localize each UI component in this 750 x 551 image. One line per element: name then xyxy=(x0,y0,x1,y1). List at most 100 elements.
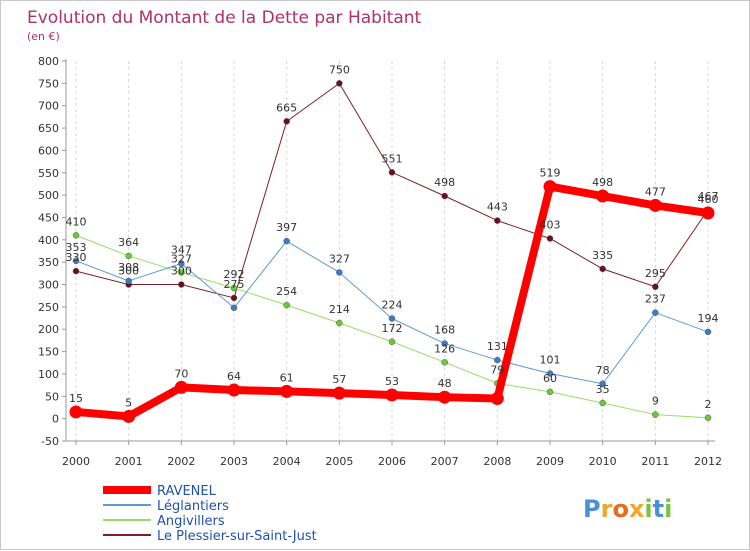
data-point xyxy=(178,269,185,276)
data-label: 519 xyxy=(540,167,561,180)
data-point xyxy=(441,340,448,347)
data-point xyxy=(174,380,188,394)
data-point xyxy=(441,192,448,200)
data-point xyxy=(490,392,504,406)
y-tick-label: 100 xyxy=(38,368,59,381)
x-tick-label: 2005 xyxy=(325,455,353,468)
data-label: 330 xyxy=(66,251,87,264)
data-label: 2 xyxy=(705,398,712,411)
series xyxy=(69,80,715,423)
data-label: 224 xyxy=(382,299,403,312)
data-label: 5 xyxy=(125,396,132,409)
data-label: 237 xyxy=(645,293,666,306)
data-label: 551 xyxy=(382,152,403,165)
data-point xyxy=(388,169,396,176)
data-point xyxy=(701,206,715,220)
data-label: 327 xyxy=(329,252,350,265)
logo-letter: i xyxy=(644,495,652,523)
data-label: 750 xyxy=(329,63,350,76)
data-label: 254 xyxy=(276,285,297,298)
y-tick-label: 200 xyxy=(38,323,59,336)
data-point xyxy=(546,388,554,396)
y-tick-label: 350 xyxy=(38,256,59,269)
logo-letter: i xyxy=(664,495,672,523)
data-point xyxy=(332,386,346,400)
x-tick-label: 2008 xyxy=(483,455,511,468)
data-point xyxy=(125,252,132,260)
data-label: 70 xyxy=(174,367,188,380)
x-tick-label: 2011 xyxy=(641,455,669,468)
x-tick-label: 2002 xyxy=(167,455,195,468)
y-tick-label: 400 xyxy=(38,234,59,247)
data-label: 35 xyxy=(596,383,610,396)
data-label: 101 xyxy=(540,353,561,366)
y-tick-label: 250 xyxy=(38,301,59,314)
data-point xyxy=(178,281,185,288)
legend-label: Angivillers xyxy=(157,514,225,529)
x-tick-label: 2003 xyxy=(220,455,248,468)
data-point xyxy=(441,359,448,366)
data-point xyxy=(546,370,554,377)
data-point xyxy=(283,118,290,125)
x-tick-label: 2012 xyxy=(694,455,722,468)
data-label: 460 xyxy=(698,193,719,206)
data-label: 300 xyxy=(171,265,192,278)
logo-letter: o xyxy=(612,495,629,523)
data-label: 60 xyxy=(543,372,557,385)
legend-label: Léglantiers xyxy=(157,499,229,514)
chart-title: Evolution du Montant de la Dette par Hab… xyxy=(27,8,422,28)
axes: -50 0 50 100 150 200 250 300 350 400 450 500 550 600 6… xyxy=(38,55,722,468)
data-point xyxy=(652,411,659,418)
data-label: 300 xyxy=(118,265,139,278)
y-tick-label: 650 xyxy=(38,122,59,135)
data-label: 347 xyxy=(171,244,192,257)
x-tick-label: 2004 xyxy=(273,455,301,468)
y-tick-label: 0 xyxy=(52,413,59,426)
data-point xyxy=(280,384,294,398)
x-tick-label: 2000 xyxy=(62,455,90,468)
data-label: 292 xyxy=(224,268,245,281)
data-label: 275 xyxy=(224,278,245,291)
y-tick-label: 50 xyxy=(45,390,59,403)
data-label: 78 xyxy=(596,364,610,377)
data-point xyxy=(599,380,606,388)
data-point xyxy=(599,399,606,407)
data-point xyxy=(546,235,554,242)
data-label: 665 xyxy=(276,101,297,114)
data-point xyxy=(704,328,712,336)
y-tick-label: 600 xyxy=(38,144,59,157)
data-point xyxy=(543,180,557,194)
y-tick-label: 150 xyxy=(38,346,59,359)
data-point xyxy=(385,388,399,402)
x-tick-label: 2010 xyxy=(589,455,617,468)
logo-letter: t xyxy=(653,495,664,523)
data-point xyxy=(283,237,290,245)
data-label: 9 xyxy=(652,395,659,408)
data-label: 126 xyxy=(434,342,455,355)
data-point xyxy=(69,405,83,419)
data-label: 64 xyxy=(227,370,241,383)
legend-label: Le Plessier-sur-Saint-Just xyxy=(157,529,317,544)
data-point xyxy=(438,390,452,404)
data-label: 48 xyxy=(438,377,452,390)
data-label: 61 xyxy=(280,371,294,384)
data-point xyxy=(494,356,501,364)
data-point xyxy=(336,80,343,87)
y-tick-label: 750 xyxy=(38,77,59,90)
x-tick-label: 2007 xyxy=(431,455,459,468)
data-label: 214 xyxy=(329,303,350,316)
data-point xyxy=(230,304,238,312)
proxiti-logo: Proxiti xyxy=(583,495,672,523)
logo-letter: P xyxy=(583,495,601,523)
data-point xyxy=(125,277,132,285)
data-point xyxy=(122,409,136,423)
data-label: 353 xyxy=(66,241,87,254)
data-point xyxy=(336,319,343,327)
y-tick-label: 700 xyxy=(38,100,59,113)
data-labels: 15 5 70 64 61 57 53 48 519 498 477 460 353 308 347 397 3… xyxy=(66,63,719,410)
data-point xyxy=(596,189,610,203)
logo-letter: x xyxy=(629,495,645,523)
data-point xyxy=(178,260,185,267)
data-label: 53 xyxy=(385,375,399,388)
